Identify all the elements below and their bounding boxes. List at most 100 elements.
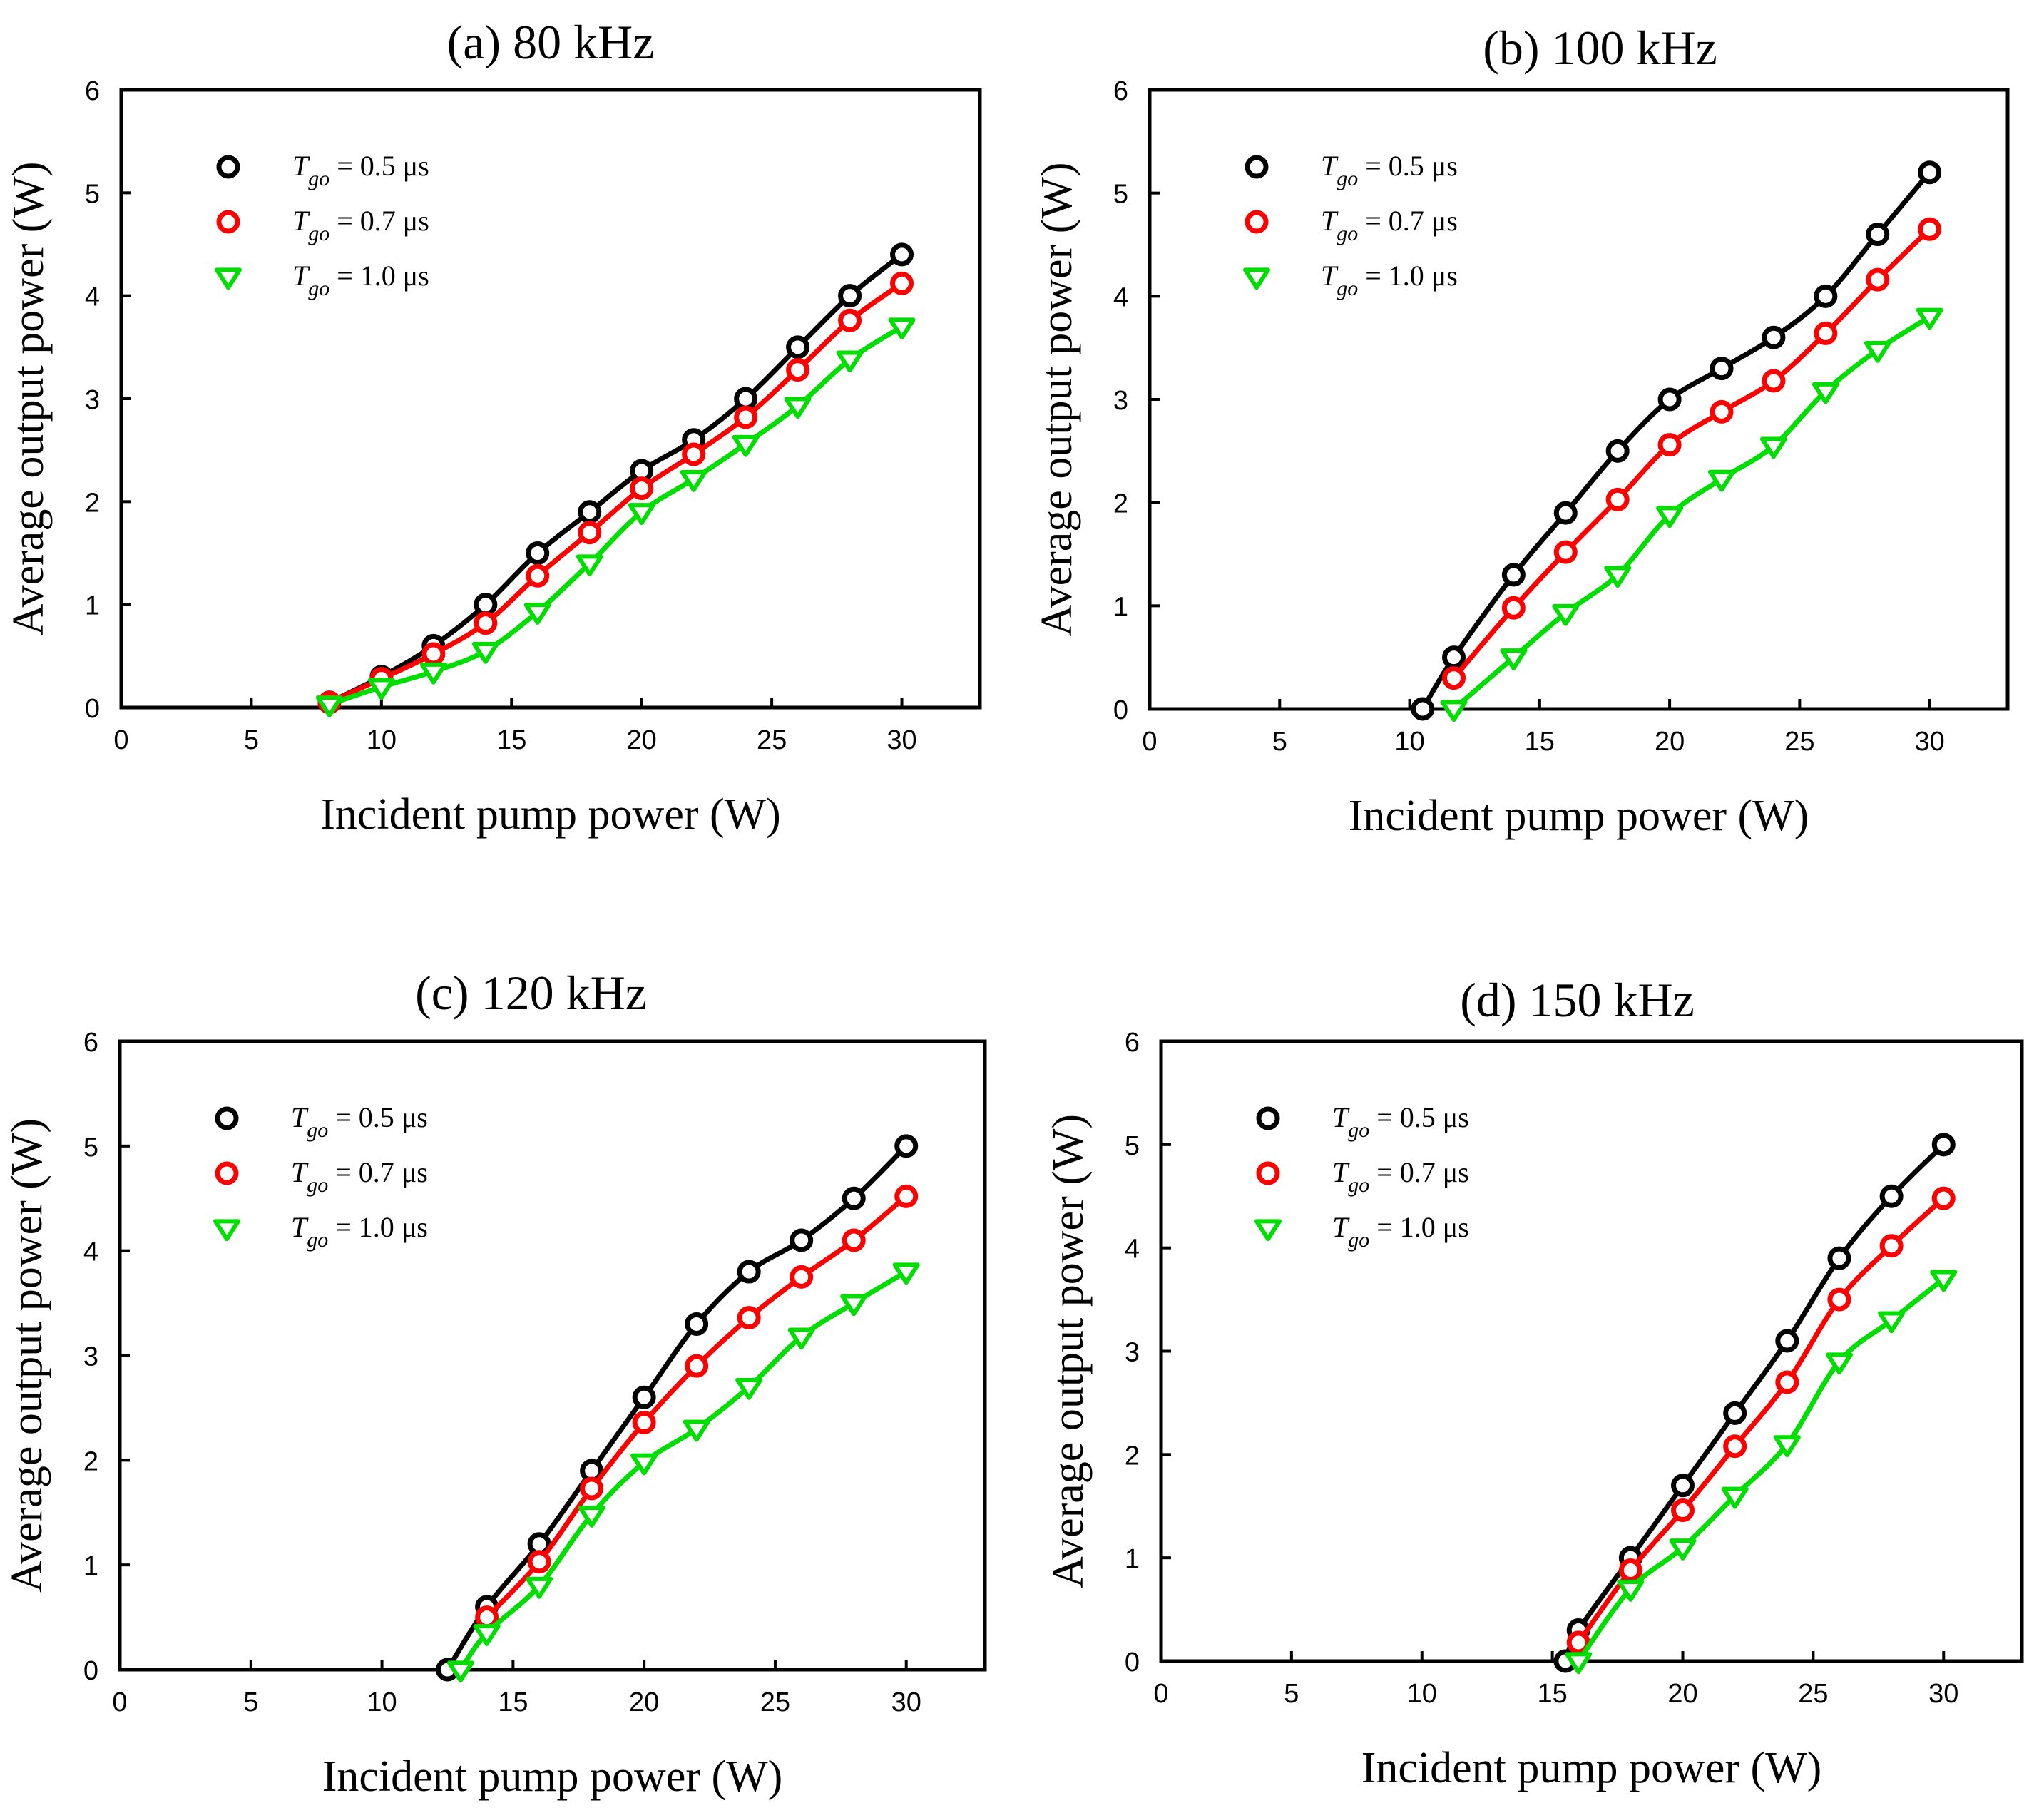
data-point-triangle <box>419 662 447 685</box>
data-point-circle <box>1931 1186 1956 1210</box>
legend-marker <box>1243 267 1270 290</box>
legend-subscript: go <box>1348 1118 1369 1142</box>
x-tick-label: 5 <box>244 725 259 755</box>
x-tick-label: 30 <box>886 725 916 755</box>
series-2 <box>1442 217 1942 690</box>
data-point-triangle <box>1565 1652 1593 1675</box>
y-tick-label: 5 <box>83 1133 98 1163</box>
y-tick-label: 4 <box>85 282 100 312</box>
x-tick-label: 25 <box>1784 727 1814 757</box>
legend-subscript: go <box>307 1228 328 1252</box>
x-tick-label: 15 <box>498 1687 528 1717</box>
data-point-circle <box>1605 487 1630 511</box>
data-point-circle <box>682 442 706 466</box>
y-axis-label: Average output power (W) <box>4 161 53 635</box>
data-point-triangle <box>683 1419 710 1442</box>
legend-value: = 1.0 μs <box>329 260 429 292</box>
data-point-triangle <box>630 1453 658 1476</box>
legend-var: T <box>1332 1101 1350 1133</box>
data-point-triangle <box>473 1624 501 1646</box>
data-point-triangle <box>576 554 603 577</box>
data-point-circle <box>1618 1558 1642 1583</box>
data-point-circle <box>1442 666 1466 690</box>
y-tick-label: 3 <box>83 1342 98 1372</box>
data-point-triangle <box>628 503 655 525</box>
chart-panel-4: (d) 150 kHz 0 5 10 15 20 25 30 0 1 2 3 4 5 6 Incident p… <box>1044 973 2024 1792</box>
data-point-triangle <box>1825 1352 1853 1375</box>
data-point-triangle <box>1773 1435 1801 1458</box>
data-point-triangle <box>1440 700 1468 722</box>
data-point-triangle <box>1930 1270 1958 1292</box>
legend-subscript: go <box>308 167 329 190</box>
x-axis-label: Incident pump power (W) <box>322 1752 783 1801</box>
plot-frame <box>118 1039 987 1672</box>
data-point-triangle <box>1708 469 1735 492</box>
data-point-triangle <box>787 1327 815 1350</box>
legend-value: = 0.7 μs <box>1369 1156 1469 1188</box>
legend-value: = 1.0 μs <box>1369 1211 1469 1243</box>
data-point-triangle <box>1721 1486 1749 1509</box>
series-line <box>1575 1276 1946 1664</box>
x-tick-label: 10 <box>367 1687 397 1717</box>
data-point-triangle <box>840 1294 868 1317</box>
legend-marker <box>1256 1161 1280 1185</box>
legend-var: T <box>292 260 310 292</box>
x-tick-label: 0 <box>1153 1679 1168 1709</box>
legend: Tgo = 0.5 μs Tgo = 0.7 μs Tgo = 1.0 μs <box>213 1101 428 1252</box>
data-point-circle <box>685 1354 709 1378</box>
legend-var: T <box>291 1211 309 1243</box>
legend-subscript: go <box>307 1173 328 1197</box>
legend-subscript: go <box>1348 1173 1369 1197</box>
series-2 <box>1566 1186 1956 1655</box>
data-point-triangle <box>892 1262 920 1285</box>
data-point-circle <box>630 476 654 501</box>
data-point-circle <box>734 387 758 411</box>
y-tick-label: 1 <box>83 1551 98 1581</box>
data-point-circle <box>1657 433 1682 457</box>
legend-label: Tgo = 0.7 μs <box>1321 205 1458 245</box>
y-tick-label: 2 <box>1113 489 1128 519</box>
x-tick-label: 0 <box>1142 727 1157 757</box>
data-point-triangle <box>836 350 864 373</box>
data-point-circle <box>1657 387 1682 412</box>
data-point-circle <box>786 358 810 382</box>
data-point-triangle <box>367 678 395 700</box>
data-point-circle <box>1866 223 1890 247</box>
x-tick-label: 5 <box>1272 727 1287 757</box>
data-point-triangle <box>471 642 499 664</box>
data-point-circle <box>894 1184 919 1208</box>
legend-subscript: go <box>307 1118 328 1142</box>
legend-subscript: go <box>1337 222 1358 245</box>
y-tick-label: 0 <box>1125 1648 1140 1677</box>
y-axis-label: Average output power (W) <box>1033 162 1081 636</box>
legend-marker <box>213 1219 240 1242</box>
legend-label: Tgo = 1.0 μs <box>291 1211 428 1252</box>
data-point-circle <box>790 1265 814 1289</box>
legend-var: T <box>292 150 310 182</box>
x-tick-label: 15 <box>496 725 526 755</box>
data-point-circle <box>890 242 914 267</box>
data-point-circle <box>474 611 498 635</box>
legend-value: = 0.5 μs <box>328 1101 428 1133</box>
legend-marker <box>216 210 240 234</box>
legend-subscript: go <box>1348 1228 1369 1252</box>
data-point-triangle <box>680 469 707 492</box>
legend-label: Tgo = 0.7 μs <box>292 205 429 245</box>
data-point-triangle <box>1864 340 1891 363</box>
data-point-circle <box>842 1186 866 1210</box>
data-point-triangle <box>1500 648 1528 670</box>
data-point-circle <box>1442 645 1466 670</box>
legend-var: T <box>291 1156 309 1188</box>
plot-frame <box>1148 88 2010 711</box>
legend-value: = 0.7 μs <box>328 1156 428 1188</box>
y-tick-label: 2 <box>1125 1441 1140 1471</box>
data-point-circle <box>1723 1401 1747 1425</box>
x-tick-label: 15 <box>1537 1679 1567 1709</box>
data-point-triangle <box>1604 566 1632 588</box>
y-tick-label: 5 <box>85 179 100 209</box>
data-point-circle <box>734 405 758 429</box>
data-point-circle <box>578 500 602 524</box>
y-tick-label: 6 <box>83 1028 98 1058</box>
x-tick-label: 20 <box>627 725 657 755</box>
